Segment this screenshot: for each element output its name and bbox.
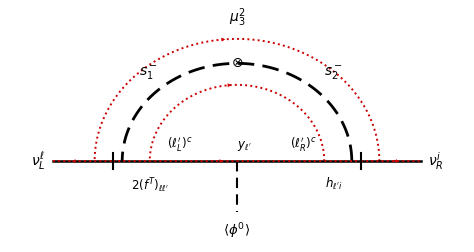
Text: $y_{\ell^{\prime}}$: $y_{\ell^{\prime}}$ [237, 139, 252, 153]
Text: $\mu_3^2$: $\mu_3^2$ [228, 7, 246, 29]
Text: $2(f^T)_{\ell\ell^{\prime}}$: $2(f^T)_{\ell\ell^{\prime}}$ [131, 176, 169, 195]
Text: $\langle\phi^0\rangle$: $\langle\phi^0\rangle$ [223, 222, 251, 241]
Text: $s_2^-$: $s_2^-$ [324, 64, 343, 82]
Text: $h_{\ell^{\prime}i}$: $h_{\ell^{\prime}i}$ [325, 176, 342, 192]
Text: $\nu_L^\ell$: $\nu_L^\ell$ [31, 150, 46, 172]
Text: $\otimes$: $\otimes$ [231, 56, 243, 70]
Text: $(\ell_L^{\prime})^c$: $(\ell_L^{\prime})^c$ [167, 135, 193, 153]
Text: $(\ell_R^{\prime})^c$: $(\ell_R^{\prime})^c$ [290, 135, 317, 153]
Text: $\nu_R^i$: $\nu_R^i$ [428, 150, 444, 172]
Text: $s_1^-$: $s_1^-$ [139, 64, 158, 82]
